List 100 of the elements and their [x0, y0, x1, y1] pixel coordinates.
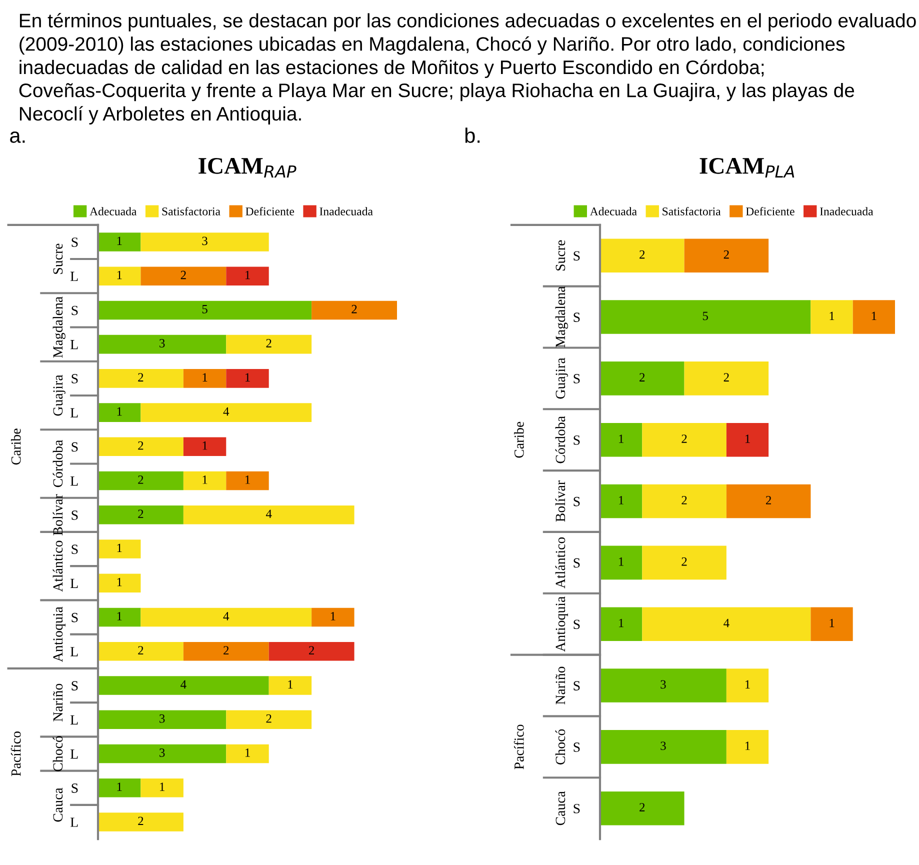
bar: [98, 232, 141, 252]
data-label: 4: [724, 618, 730, 628]
bar: [268, 676, 312, 695]
y-tick-label: S: [72, 783, 78, 793]
text: Sucre: [53, 244, 63, 274]
data-label: 5: [702, 312, 708, 320]
data-label: 1: [245, 748, 250, 757]
data-label: 1: [117, 270, 122, 280]
bar: [600, 668, 726, 702]
data-label: 2: [352, 304, 357, 314]
text: Pacífico: [10, 732, 21, 776]
bar: [98, 574, 141, 593]
bar: [183, 471, 226, 490]
data-label: 1: [745, 680, 750, 689]
y-tick-label: S: [72, 681, 78, 690]
bar: [684, 238, 769, 272]
legend-label: Adecuada: [90, 207, 137, 216]
y-tick-label: S: [574, 681, 580, 690]
data-label: 2: [138, 816, 144, 825]
bar: [684, 362, 769, 396]
bar: [98, 642, 184, 661]
data-label: 1: [245, 270, 250, 280]
bar: [140, 232, 269, 252]
data-label: 2: [724, 373, 729, 382]
data-label: 2: [682, 496, 687, 504]
data-label: 4: [266, 510, 272, 518]
bar: [642, 546, 726, 580]
bar: [98, 778, 141, 798]
text: Antioquia: [556, 596, 568, 652]
text: Córdoba: [555, 416, 566, 464]
data-label: 3: [160, 714, 165, 723]
data-label: 2: [224, 646, 229, 654]
bar: [98, 369, 184, 388]
y-tick-label: S: [574, 496, 580, 506]
y-tick-label: S: [72, 510, 78, 520]
y-tick-label: S: [574, 742, 580, 752]
data-label: 2: [138, 476, 144, 484]
data-label: 3: [160, 748, 165, 757]
bar: [98, 608, 141, 627]
bar: [642, 484, 726, 518]
y-tick-label: L: [70, 272, 78, 281]
data-label: 2: [266, 714, 272, 723]
text: Chocó: [52, 736, 63, 772]
data-label: 2: [724, 250, 729, 259]
text: Guajira: [556, 358, 568, 399]
data-label: 2: [640, 373, 645, 382]
y-tick-label: L: [70, 715, 78, 724]
data-label: 1: [745, 742, 750, 750]
y-tick-label: S: [72, 238, 78, 247]
bar: [312, 608, 354, 627]
data-label: 3: [202, 236, 208, 246]
data-label: 1: [619, 496, 624, 504]
bar: [600, 546, 642, 580]
bar: [140, 403, 312, 422]
bar: [312, 300, 397, 320]
data-label: 1: [202, 476, 208, 484]
bar: [600, 238, 684, 272]
text: Córdoba: [52, 440, 63, 488]
bar: [642, 422, 726, 457]
data-label: 2: [640, 803, 645, 812]
bar: [98, 710, 226, 730]
y-tick-label: L: [70, 647, 78, 656]
legend-label: Inadecuada: [320, 207, 373, 216]
y-tick-label: S: [574, 251, 580, 261]
data-label: 1: [745, 434, 750, 443]
y-tick-label: S: [574, 558, 580, 568]
data-label: 1: [202, 441, 208, 450]
bar: [226, 710, 312, 730]
bar: [226, 334, 312, 354]
data-label: 3: [660, 680, 666, 689]
data-label: 2: [266, 339, 272, 348]
data-label: 1: [330, 612, 336, 620]
y-tick-label: S: [72, 612, 78, 622]
y-tick-label: S: [574, 620, 580, 630]
bar: [726, 668, 769, 702]
bar: [600, 300, 811, 334]
data-label: 1: [117, 578, 122, 586]
data-label: 3: [160, 339, 165, 348]
bar: [98, 506, 184, 524]
data-label: 2: [640, 250, 645, 259]
bar: [98, 540, 141, 558]
text: Nariño: [53, 684, 63, 722]
bar: [600, 362, 684, 396]
text: Sucre: [556, 240, 566, 270]
bar: [810, 607, 853, 641]
text: Antioquia: [53, 606, 66, 662]
bar: [140, 778, 184, 798]
legend-label: Deficiente: [746, 206, 794, 216]
data-label: 1: [245, 373, 250, 382]
bar: [183, 369, 226, 388]
bar: [140, 266, 226, 286]
data-label: 1: [202, 373, 208, 382]
data-label: 4: [180, 680, 186, 689]
data-label: 1: [117, 407, 122, 416]
y-tick-label: L: [70, 749, 78, 759]
bar: [726, 730, 769, 764]
bar: [98, 403, 141, 422]
data-label: 2: [138, 510, 144, 518]
bar: [226, 266, 269, 286]
data-label: 1: [830, 312, 834, 320]
